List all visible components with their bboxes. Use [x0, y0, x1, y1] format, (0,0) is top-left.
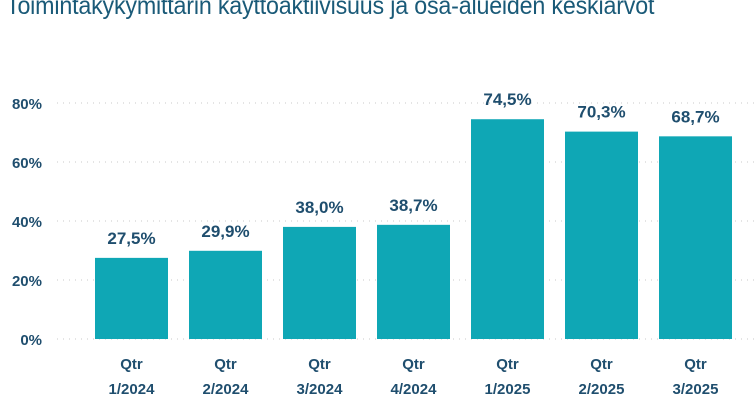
data-label: 70,3%: [577, 103, 625, 122]
bar: [95, 257, 168, 339]
x-tick-label: Qtr: [214, 356, 237, 373]
x-tick-label: Qtr: [590, 356, 613, 373]
x-tick-label: 1/2025: [485, 381, 531, 398]
y-tick-label: 40%: [12, 214, 42, 231]
bar: [471, 119, 544, 339]
y-tick-label: 60%: [12, 155, 42, 172]
x-tick-label: 4/2024: [391, 381, 438, 398]
data-label: 68,7%: [671, 107, 719, 126]
bar: [189, 250, 262, 339]
y-tick-label: 0%: [20, 332, 42, 349]
x-tick-label: Qtr: [402, 356, 425, 373]
bar: [565, 131, 638, 339]
data-label: 38,7%: [389, 196, 437, 215]
x-tick-label: 3/2024: [297, 381, 344, 398]
data-label: 74,5%: [483, 90, 531, 109]
bar: [659, 136, 732, 339]
y-tick-label: 20%: [12, 273, 42, 290]
bar: [283, 226, 356, 339]
x-tick-label: Qtr: [120, 356, 143, 373]
x-tick-label: Qtr: [308, 356, 331, 373]
bar: [377, 224, 450, 339]
data-label: 38,0%: [295, 198, 343, 217]
x-tick-label: Qtr: [684, 356, 707, 373]
x-tick-label: 1/2024: [109, 381, 156, 398]
chart-title: Toimintakykymittarin käyttöaktiivisuus j…: [6, 0, 655, 20]
x-tick-label: 3/2025: [673, 381, 719, 398]
data-label: 29,9%: [201, 222, 249, 241]
x-tick-label: Qtr: [496, 356, 519, 373]
x-tick-label: 2/2025: [579, 381, 625, 398]
y-tick-label: 80%: [12, 96, 42, 113]
x-tick-label: 2/2024: [203, 381, 250, 398]
data-label: 27,5%: [107, 229, 155, 248]
